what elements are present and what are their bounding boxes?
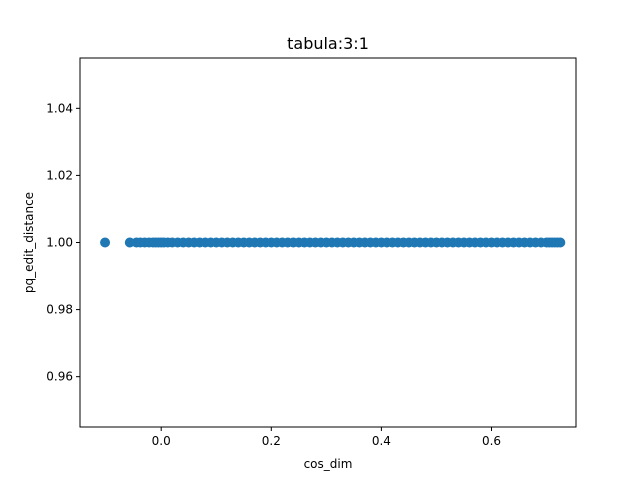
y-tick-label: 0.96 <box>46 370 73 384</box>
x-axis-label: cos_dim <box>304 457 353 471</box>
x-tick-label: 0.2 <box>262 434 281 448</box>
x-tick-label: 0.6 <box>482 434 501 448</box>
y-tick-label: 1.04 <box>46 101 73 115</box>
x-tick-label: 0.4 <box>372 434 391 448</box>
data-point <box>555 237 566 248</box>
x-tick-label: 0.0 <box>152 434 171 448</box>
data-point <box>100 237 111 248</box>
y-axis-label: pq_edit_distance <box>22 192 36 293</box>
data-points <box>100 237 566 248</box>
y-axis-ticks: 0.96 0.98 1.00 1.02 1.04 <box>46 101 80 384</box>
x-axis-ticks: 0.0 0.2 0.4 0.6 <box>152 427 501 448</box>
chart-title: tabula:3:1 <box>287 34 369 53</box>
y-tick-label: 1.02 <box>46 168 73 182</box>
y-tick-label: 0.98 <box>46 303 73 317</box>
y-tick-label: 1.00 <box>46 236 73 250</box>
